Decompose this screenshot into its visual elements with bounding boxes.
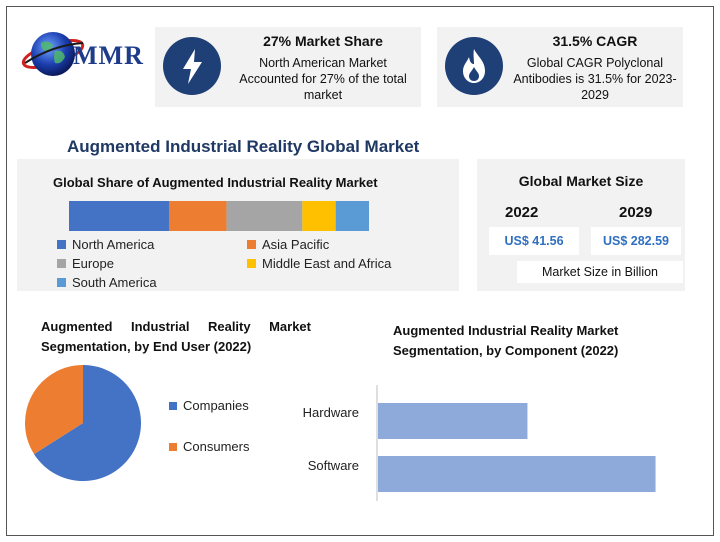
- stat-description: North American Market Accounted for 27% …: [239, 56, 407, 102]
- legend-label: Companies: [183, 398, 249, 413]
- legend-label: Asia Pacific: [262, 237, 330, 252]
- stacked-bar-chart: [69, 201, 369, 231]
- market-size-title: Global Market Size: [518, 173, 644, 189]
- bar-hardware: [378, 403, 528, 439]
- legend-swatch: [247, 259, 256, 268]
- legend-swatch: [57, 278, 66, 287]
- stat-card-market-share: 27% Market Share North American Market A…: [155, 27, 421, 107]
- logo: MMR: [17, 21, 155, 91]
- stat-title: 31.5% CAGR: [552, 33, 638, 49]
- legend-item: Europe: [57, 256, 114, 271]
- legend-swatch: [169, 401, 177, 410]
- bar-software: [378, 456, 656, 492]
- bar-segment-south-america: [335, 201, 369, 231]
- unit-label: Market Size in Billion: [517, 261, 683, 283]
- legend-label: Middle East and Africa: [262, 256, 392, 271]
- market-value-2029: US$ 282.59: [591, 227, 681, 255]
- component-bar-chart: [376, 385, 656, 501]
- infographic-frame: MMR 27% Market Share North American Mark…: [6, 6, 714, 536]
- legend-swatch: [57, 259, 66, 268]
- chart-title: Global Share of Augmented Industrial Rea…: [53, 175, 378, 190]
- bar-category-label: Hardware: [302, 405, 359, 420]
- legend-item: South America: [57, 275, 157, 290]
- legend-label: Consumers: [183, 439, 250, 454]
- legend-item: North America: [57, 237, 154, 252]
- market-size-card: Global Market Size 2022 2029 US$ 41.56 U…: [477, 159, 685, 291]
- legend-label: North America: [72, 237, 155, 252]
- legend-item: Companies: [169, 398, 249, 413]
- stat-card-cagr: 31.5% CAGR Global CAGR Polyclonal Antibo…: [437, 27, 683, 107]
- legend-label: Europe: [72, 256, 114, 271]
- chart-title: Augmented Industrial Reality Market Segm…: [393, 323, 619, 358]
- legend-item: Consumers: [169, 439, 249, 454]
- year-label: 2022: [505, 204, 539, 221]
- year-label: 2029: [619, 204, 653, 221]
- pie-slice-consumers: [24, 365, 83, 455]
- logo-text: MMR: [73, 41, 144, 70]
- bar-segment-europe: [226, 201, 303, 231]
- bar-category-label: Software: [307, 458, 359, 473]
- globe-icon: [21, 32, 85, 76]
- legend-swatch: [247, 240, 256, 249]
- stat-description: Global CAGR Polyclonal Antibodies is 31.…: [513, 56, 677, 102]
- market-value-2022: US$ 41.56: [489, 227, 579, 255]
- pie-chart: [24, 365, 142, 481]
- lightning-icon: [163, 37, 221, 95]
- bar-segment-north-america: [69, 201, 169, 231]
- page-title: Augmented Industrial Reality Global Mark…: [67, 137, 420, 156]
- legend-item: Asia Pacific: [247, 237, 329, 252]
- bar-segment-middle-east-and-africa: [302, 201, 336, 231]
- global-share-card: Global Share of Augmented Industrial Rea…: [17, 159, 459, 291]
- flame-icon: [445, 37, 503, 95]
- legend-swatch: [57, 240, 66, 249]
- stat-title: 27% Market Share: [263, 33, 383, 49]
- chart-title: Augmented Industrial Reality Market Segm…: [41, 319, 311, 354]
- legend-label: South America: [72, 275, 157, 290]
- legend-swatch: [169, 442, 177, 451]
- legend-item: Middle East and Africa: [247, 256, 391, 271]
- bar-segment-asia-pacific: [169, 201, 227, 231]
- pie-slice-companies: [34, 365, 142, 481]
